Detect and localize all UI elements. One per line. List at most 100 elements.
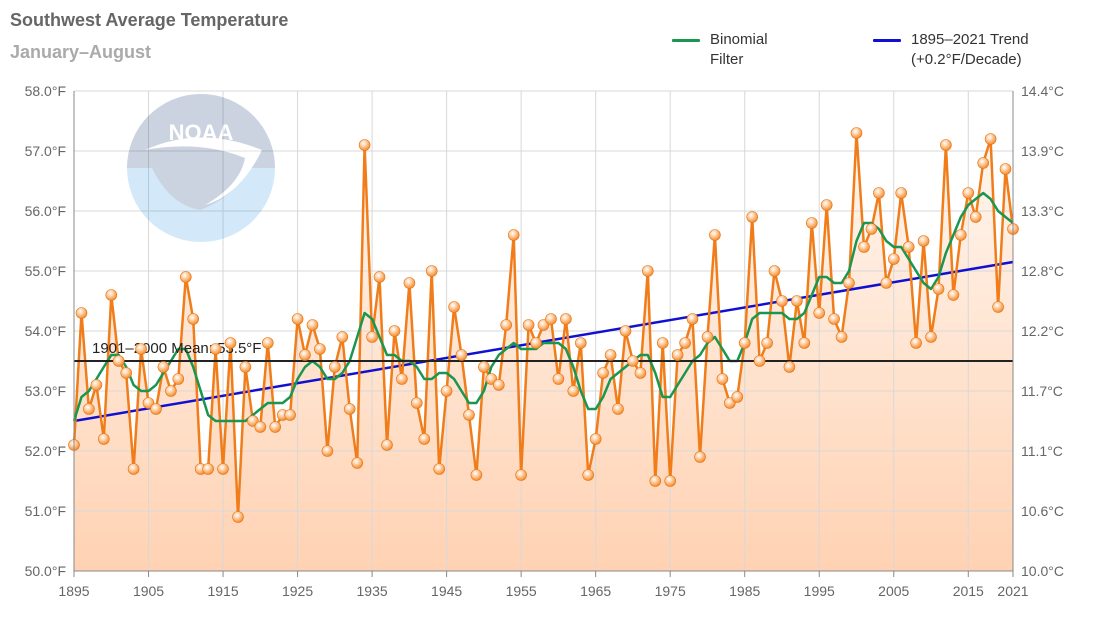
- data-point: [984, 133, 997, 145]
- data-point: [582, 469, 595, 481]
- data-point: [172, 373, 185, 385]
- data-point: [887, 253, 900, 265]
- data-point: [284, 409, 296, 421]
- noaa-logo-text: NOAA: [169, 120, 234, 145]
- chart-title: Southwest Average Temperature: [10, 10, 289, 30]
- legend-trend-swatch: [873, 39, 901, 42]
- y-tick-label-c: 10.6°C: [1021, 503, 1064, 519]
- x-tick-label: 1935: [357, 583, 388, 599]
- data-point: [835, 331, 848, 343]
- data-point: [604, 349, 617, 361]
- data-point: [381, 439, 393, 451]
- data-point: [403, 277, 416, 289]
- y-tick-label-c: 13.3°C: [1021, 203, 1064, 219]
- data-point: [910, 337, 922, 349]
- data-point: [291, 313, 304, 325]
- axis-layer: 50.0°F 10.0°C 51.0°F 10.6°C 52.0°F 11.1°C 53.0…: [25, 83, 1064, 599]
- legend-trend-label-line2: (+0.2°F/Decade): [911, 51, 1022, 68]
- legend-trend-label-line1: 1895–2021 Trend: [911, 31, 1029, 48]
- data-point: [410, 397, 423, 409]
- data-point: [753, 355, 766, 367]
- data-point: [343, 403, 356, 415]
- data-point: [761, 337, 773, 349]
- data-point: [530, 337, 542, 349]
- data-point: [783, 361, 796, 373]
- data-point: [545, 313, 557, 325]
- data-point: [418, 433, 431, 445]
- data-point: [992, 301, 1004, 313]
- data-point: [589, 433, 602, 445]
- data-point: [560, 313, 572, 325]
- x-tick-label: 1915: [207, 583, 238, 599]
- data-point: [738, 337, 751, 349]
- data-point: [731, 391, 744, 403]
- data-point: [709, 229, 721, 241]
- y-tick-label-c: 12.2°C: [1021, 323, 1064, 339]
- data-point: [388, 325, 401, 337]
- x-tick-label: 2005: [878, 583, 909, 599]
- data-point: [619, 325, 632, 337]
- data-point: [805, 217, 818, 229]
- data-point: [299, 349, 311, 361]
- legend-trend[interactable]: 1895–2021 Trend (+0.2°F/Decade): [873, 30, 1029, 70]
- y-tick-label-c: 14.4°C: [1021, 83, 1064, 99]
- x-tick-label: 1945: [431, 583, 462, 599]
- data-point: [969, 211, 982, 223]
- data-point: [649, 475, 662, 487]
- x-tick-label: 1965: [580, 583, 611, 599]
- data-point: [470, 469, 483, 481]
- noaa-logo: NOAA: [127, 94, 275, 242]
- data-point: [440, 385, 453, 397]
- annual-points-layer: [68, 127, 1019, 523]
- y-tick-label-f: 56.0°F: [25, 203, 66, 219]
- data-point: [321, 445, 334, 457]
- data-point: [612, 403, 624, 415]
- data-point: [574, 337, 587, 349]
- data-point: [314, 343, 326, 355]
- data-point: [813, 307, 826, 319]
- data-point: [90, 379, 103, 391]
- data-point: [828, 313, 840, 325]
- data-point: [664, 475, 677, 487]
- data-point: [239, 361, 252, 373]
- data-point: [850, 127, 863, 139]
- y-tick-label-f: 51.0°F: [25, 503, 66, 519]
- y-tick-label-f: 57.0°F: [25, 143, 66, 159]
- area-fill-layer: [74, 133, 1013, 571]
- data-point: [98, 433, 110, 445]
- data-point: [135, 343, 147, 355]
- data-point: [820, 199, 833, 211]
- legend-binomial-label: Binomial Filter: [710, 30, 768, 70]
- data-point: [433, 463, 446, 475]
- data-point: [597, 367, 609, 379]
- binomial-filter-line: [72, 191, 1014, 423]
- binomial-layer: [72, 191, 1014, 423]
- data-point: [641, 265, 654, 277]
- data-point: [254, 421, 267, 433]
- data-point: [261, 337, 274, 349]
- data-point: [977, 157, 990, 169]
- data-point: [552, 373, 565, 385]
- data-point: [999, 163, 1012, 175]
- data-point: [478, 361, 490, 373]
- data-point: [75, 307, 88, 319]
- data-point: [396, 373, 408, 385]
- data-point: [202, 463, 214, 475]
- data-point: [917, 235, 930, 247]
- data-point: [962, 187, 975, 199]
- data-point: [425, 265, 438, 277]
- x-tick-label: 1925: [282, 583, 313, 599]
- data-point: [798, 337, 811, 349]
- data-point: [492, 379, 505, 391]
- data-point: [269, 421, 282, 433]
- data-point: [746, 211, 759, 223]
- trend-line: [73, 260, 1014, 423]
- data-point: [351, 457, 364, 469]
- legend-binomial[interactable]: Binomial Filter: [672, 30, 768, 70]
- x-tick-label: 2021: [997, 583, 1028, 599]
- y-tick-label-f: 53.0°F: [25, 383, 66, 399]
- data-point: [336, 331, 349, 343]
- y-tick-label-c: 12.8°C: [1021, 263, 1064, 279]
- y-tick-label-f: 54.0°F: [25, 323, 66, 339]
